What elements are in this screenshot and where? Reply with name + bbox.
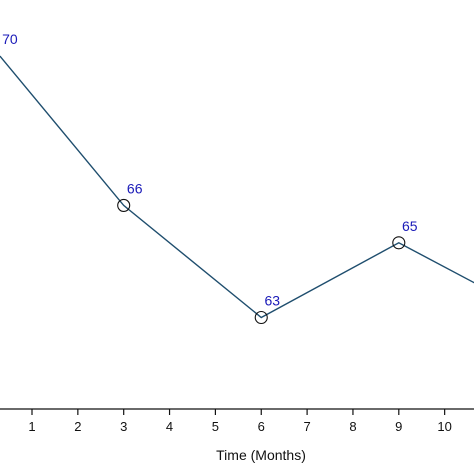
x-tick-label-1: 1 — [28, 419, 35, 434]
x-axis-title: Time (Months) — [216, 447, 306, 463]
data-label: 65 — [402, 218, 418, 234]
x-axis-ticks — [31, 409, 446, 415]
x-tick-label-8: 8 — [349, 419, 356, 434]
data-point-marker — [254, 310, 268, 325]
data-label: 63 — [264, 292, 280, 308]
series-layer: 70 66 63 65 — [0, 31, 474, 325]
x-tick-label-9: 9 — [395, 419, 402, 434]
data-label: 66 — [127, 180, 143, 196]
data-point-marker — [392, 236, 406, 250]
x-axis-tick-labels: 1 2 3 4 5 6 7 8 9 10 — [28, 419, 452, 434]
x-tick-label-4: 4 — [166, 419, 173, 434]
x-tick-label-6: 6 — [258, 419, 265, 434]
x-tick-label-10: 10 — [437, 419, 451, 434]
x-tick-label-7: 7 — [303, 419, 310, 434]
x-tick-label-2: 2 — [74, 419, 81, 434]
x-tick-label-3: 3 — [120, 419, 127, 434]
data-label: 70 — [2, 31, 18, 47]
data-point-marker — [117, 198, 131, 212]
x-tick-label-5: 5 — [212, 419, 219, 434]
series-line — [0, 55, 474, 319]
